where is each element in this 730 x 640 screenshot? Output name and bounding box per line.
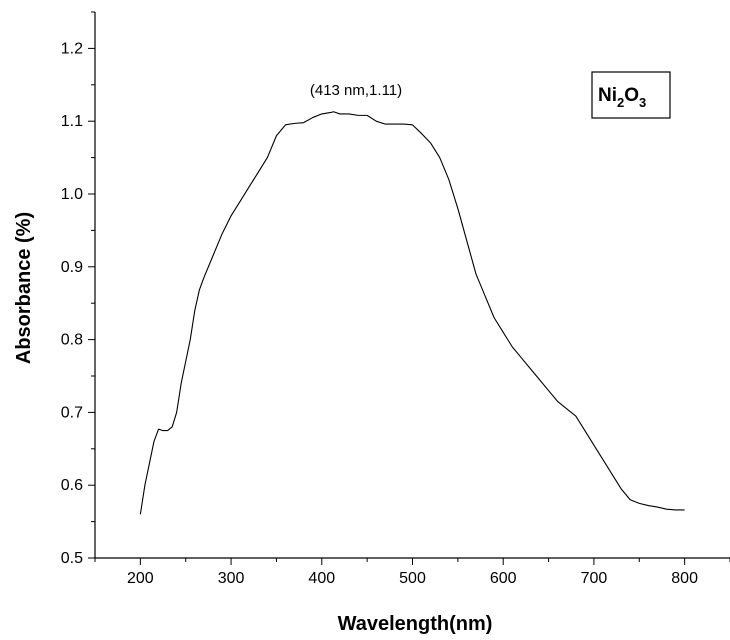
y-tick-label: 0.8 (61, 332, 83, 349)
series-layer (139, 111, 685, 515)
legend-sub1: 2 (617, 95, 624, 110)
x-tick-label: 700 (581, 570, 608, 587)
y-tick-label: 1.0 (61, 186, 83, 203)
legend-label: Ni2O3 (598, 85, 646, 110)
x-tick-label: 300 (218, 570, 245, 587)
y-tick-label: 1.1 (61, 113, 83, 130)
peak-annotation: (413 nm,1.11) (310, 82, 402, 99)
x-axis-title: Wavelength(nm) (338, 613, 493, 635)
legend-sub2: 3 (639, 95, 646, 110)
x-tick-label: 200 (127, 570, 154, 587)
legend-frame (591, 71, 671, 119)
x-tick-label: 500 (399, 570, 426, 587)
legend-base: Ni (598, 85, 617, 106)
y-tick-label: 0.9 (61, 259, 83, 276)
y-tick-label: 1.2 (61, 40, 83, 57)
x-tick-label: 600 (490, 570, 517, 587)
legend-box: Ni2O3 (591, 71, 671, 119)
y-tick-label: 0.6 (61, 477, 83, 494)
absorbance-line (139, 111, 685, 515)
x-tick-label: 400 (308, 570, 335, 587)
ticks-layer: 200 300 400 500 600 700 800 0.5 0.6 0.7 0.8 0.9 1.0 1… (61, 11, 730, 587)
legend-mid: O (624, 85, 639, 106)
y-axis-title: Absorbance (%) (13, 212, 35, 364)
y-tick-label: 0.7 (61, 404, 83, 421)
y-tick-label: 0.5 (61, 550, 83, 567)
x-tick-label: 800 (671, 570, 698, 587)
labels-layer: Wavelength(nm) Absorbance (%) (413 nm,1.… (13, 82, 492, 635)
